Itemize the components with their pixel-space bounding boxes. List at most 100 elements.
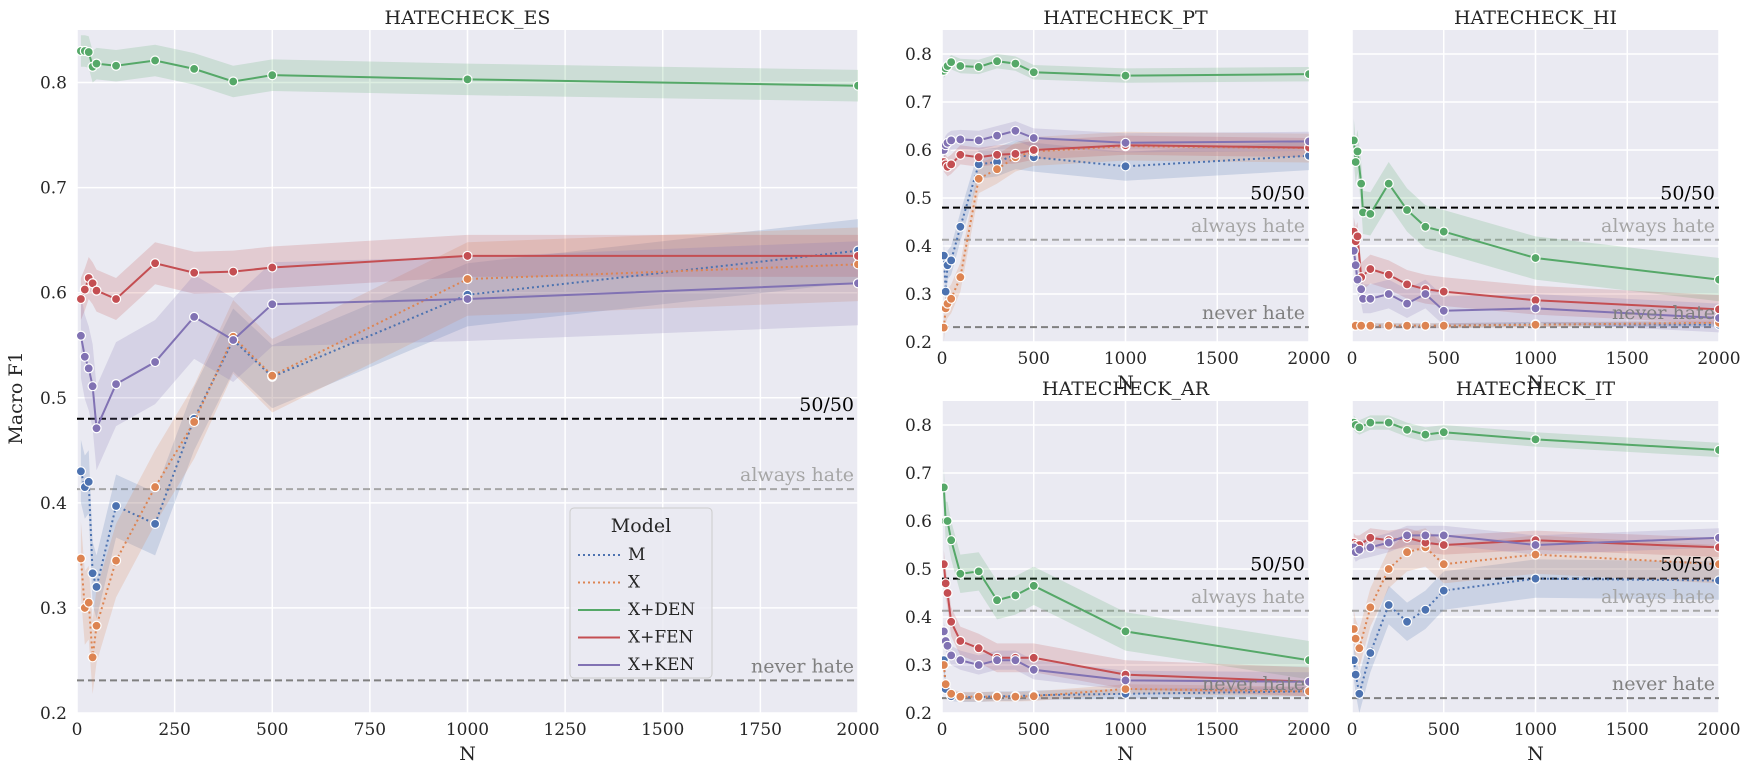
data-point-x	[973, 691, 984, 702]
data-point-x-den	[1383, 417, 1394, 428]
data-point-x-den	[1438, 427, 1449, 438]
data-point-x-fen	[110, 293, 122, 305]
x-tick-label: 1500	[1606, 720, 1649, 740]
data-point-x-ken	[946, 650, 957, 661]
data-point-x-fen	[1401, 279, 1413, 290]
x-tick-label: 0	[937, 349, 948, 369]
data-point-x-den	[150, 55, 161, 66]
data-point-x	[973, 173, 984, 184]
data-point-x	[991, 164, 1003, 175]
data-point-x-den	[1420, 429, 1431, 440]
data-point-x	[1438, 559, 1449, 570]
x-axis-label: N	[1117, 372, 1134, 394]
x-tick-label: 1500	[1606, 349, 1649, 369]
ci-band-x-den	[1353, 118, 1719, 302]
data-point-x	[1438, 320, 1449, 331]
data-area	[1352, 118, 1719, 333]
reference-label-50-50: 50/50	[799, 394, 854, 416]
data-point-m	[150, 518, 161, 529]
reference-label-50-50: 50/50	[1250, 183, 1305, 205]
y-axis-label: Macro F1	[5, 351, 27, 444]
data-point-x	[1354, 643, 1365, 654]
reference-label-never-hate: never hate	[1202, 302, 1305, 324]
y-tick-label: 0.4	[40, 494, 67, 514]
data-point-x	[1010, 691, 1021, 702]
data-point-x	[942, 679, 951, 690]
data-point-x	[110, 555, 122, 566]
data-point-x-den	[991, 56, 1003, 67]
data-area	[77, 35, 858, 695]
data-point-x-ken	[267, 299, 278, 310]
data-point-x	[1530, 549, 1541, 560]
data-point-x	[189, 416, 200, 428]
data-point-x-ken	[1401, 298, 1413, 309]
ci-band-x	[943, 131, 1309, 342]
reference-label-always-hate: always hate	[1191, 215, 1305, 237]
data-point-x-ken	[1352, 260, 1361, 271]
panel-title: HATECHECK_IT	[1456, 378, 1616, 400]
data-point-x-ken	[1420, 530, 1431, 541]
x-axis-label: N	[459, 743, 476, 765]
data-point-x	[955, 691, 966, 702]
y-tick-label: 0.6	[905, 141, 932, 161]
data-point-x-ken	[1438, 305, 1449, 316]
data-point-x-den	[946, 535, 957, 546]
legend-label-x-fen: X+FEN	[628, 628, 694, 648]
data-point-x-den	[110, 60, 122, 71]
data-point-x-den	[955, 60, 966, 72]
data-point-x-ken	[955, 134, 966, 145]
data-point-x-fen	[1383, 269, 1394, 280]
data-point-m	[1354, 688, 1365, 699]
y-tick-label: 0.3	[905, 285, 932, 305]
data-point-x-ken	[942, 640, 953, 651]
data-point-x	[87, 652, 98, 663]
legend-label-x-ken: X+KEN	[628, 655, 694, 675]
x-tick-label: 500	[1428, 720, 1460, 740]
data-point-x-den	[1401, 204, 1413, 216]
data-point-x-ken	[1028, 132, 1039, 144]
data-point-x-den	[1120, 70, 1131, 81]
data-point-x	[1383, 320, 1394, 331]
x-tick-label: 0	[1347, 720, 1358, 740]
data-point-x-fen	[1028, 652, 1039, 663]
ci-band-x	[943, 660, 1309, 702]
data-point-x-fen	[1352, 231, 1363, 242]
data-point-x-ken	[77, 330, 87, 341]
reference-label-always-hate: always hate	[1601, 586, 1715, 608]
data-point-x-den	[942, 515, 953, 527]
data-point-x-ken	[1303, 676, 1309, 687]
data-point-x-den	[1401, 424, 1413, 435]
data-point-m	[1530, 573, 1541, 584]
data-point-x-den	[1530, 434, 1541, 445]
x-tick-label: 2000	[836, 720, 879, 740]
data-point-x-fen	[77, 293, 87, 305]
panel-title: HATECHECK_PT	[1043, 7, 1208, 29]
data-point-x-den	[1303, 69, 1309, 80]
data-point-x-ken	[1365, 542, 1376, 553]
y-tick-label: 0.8	[905, 45, 932, 65]
data-point-x	[150, 481, 161, 493]
data-point-x-ken	[1438, 530, 1449, 541]
y-tick-label: 0.5	[40, 389, 67, 409]
data-point-x-den	[1713, 274, 1719, 285]
data-point-m	[87, 568, 98, 579]
x-tick-label: 2000	[1287, 720, 1330, 740]
data-point-x	[1352, 633, 1361, 644]
data-point-m	[1365, 647, 1376, 659]
ci-band-x-fen	[1353, 217, 1719, 324]
data-area	[942, 468, 1309, 703]
reference-label-always-hate: always hate	[1601, 215, 1715, 237]
data-point-x-den	[973, 566, 984, 577]
data-point-x	[946, 293, 957, 304]
data-point-x-fen	[955, 635, 966, 647]
panel-title: HATECHECK_AR	[1042, 378, 1210, 400]
y-tick-label: 0.3	[905, 656, 932, 676]
data-point-x-ken	[1352, 274, 1363, 285]
data-point-x	[83, 597, 94, 608]
data-point-x-ken	[973, 135, 984, 146]
data-point-m	[946, 255, 957, 266]
x-tick-label: 500	[1018, 349, 1050, 369]
x-tick-label: 750	[354, 720, 386, 740]
data-point-x-ken	[79, 351, 90, 362]
data-point-m	[1120, 161, 1131, 172]
